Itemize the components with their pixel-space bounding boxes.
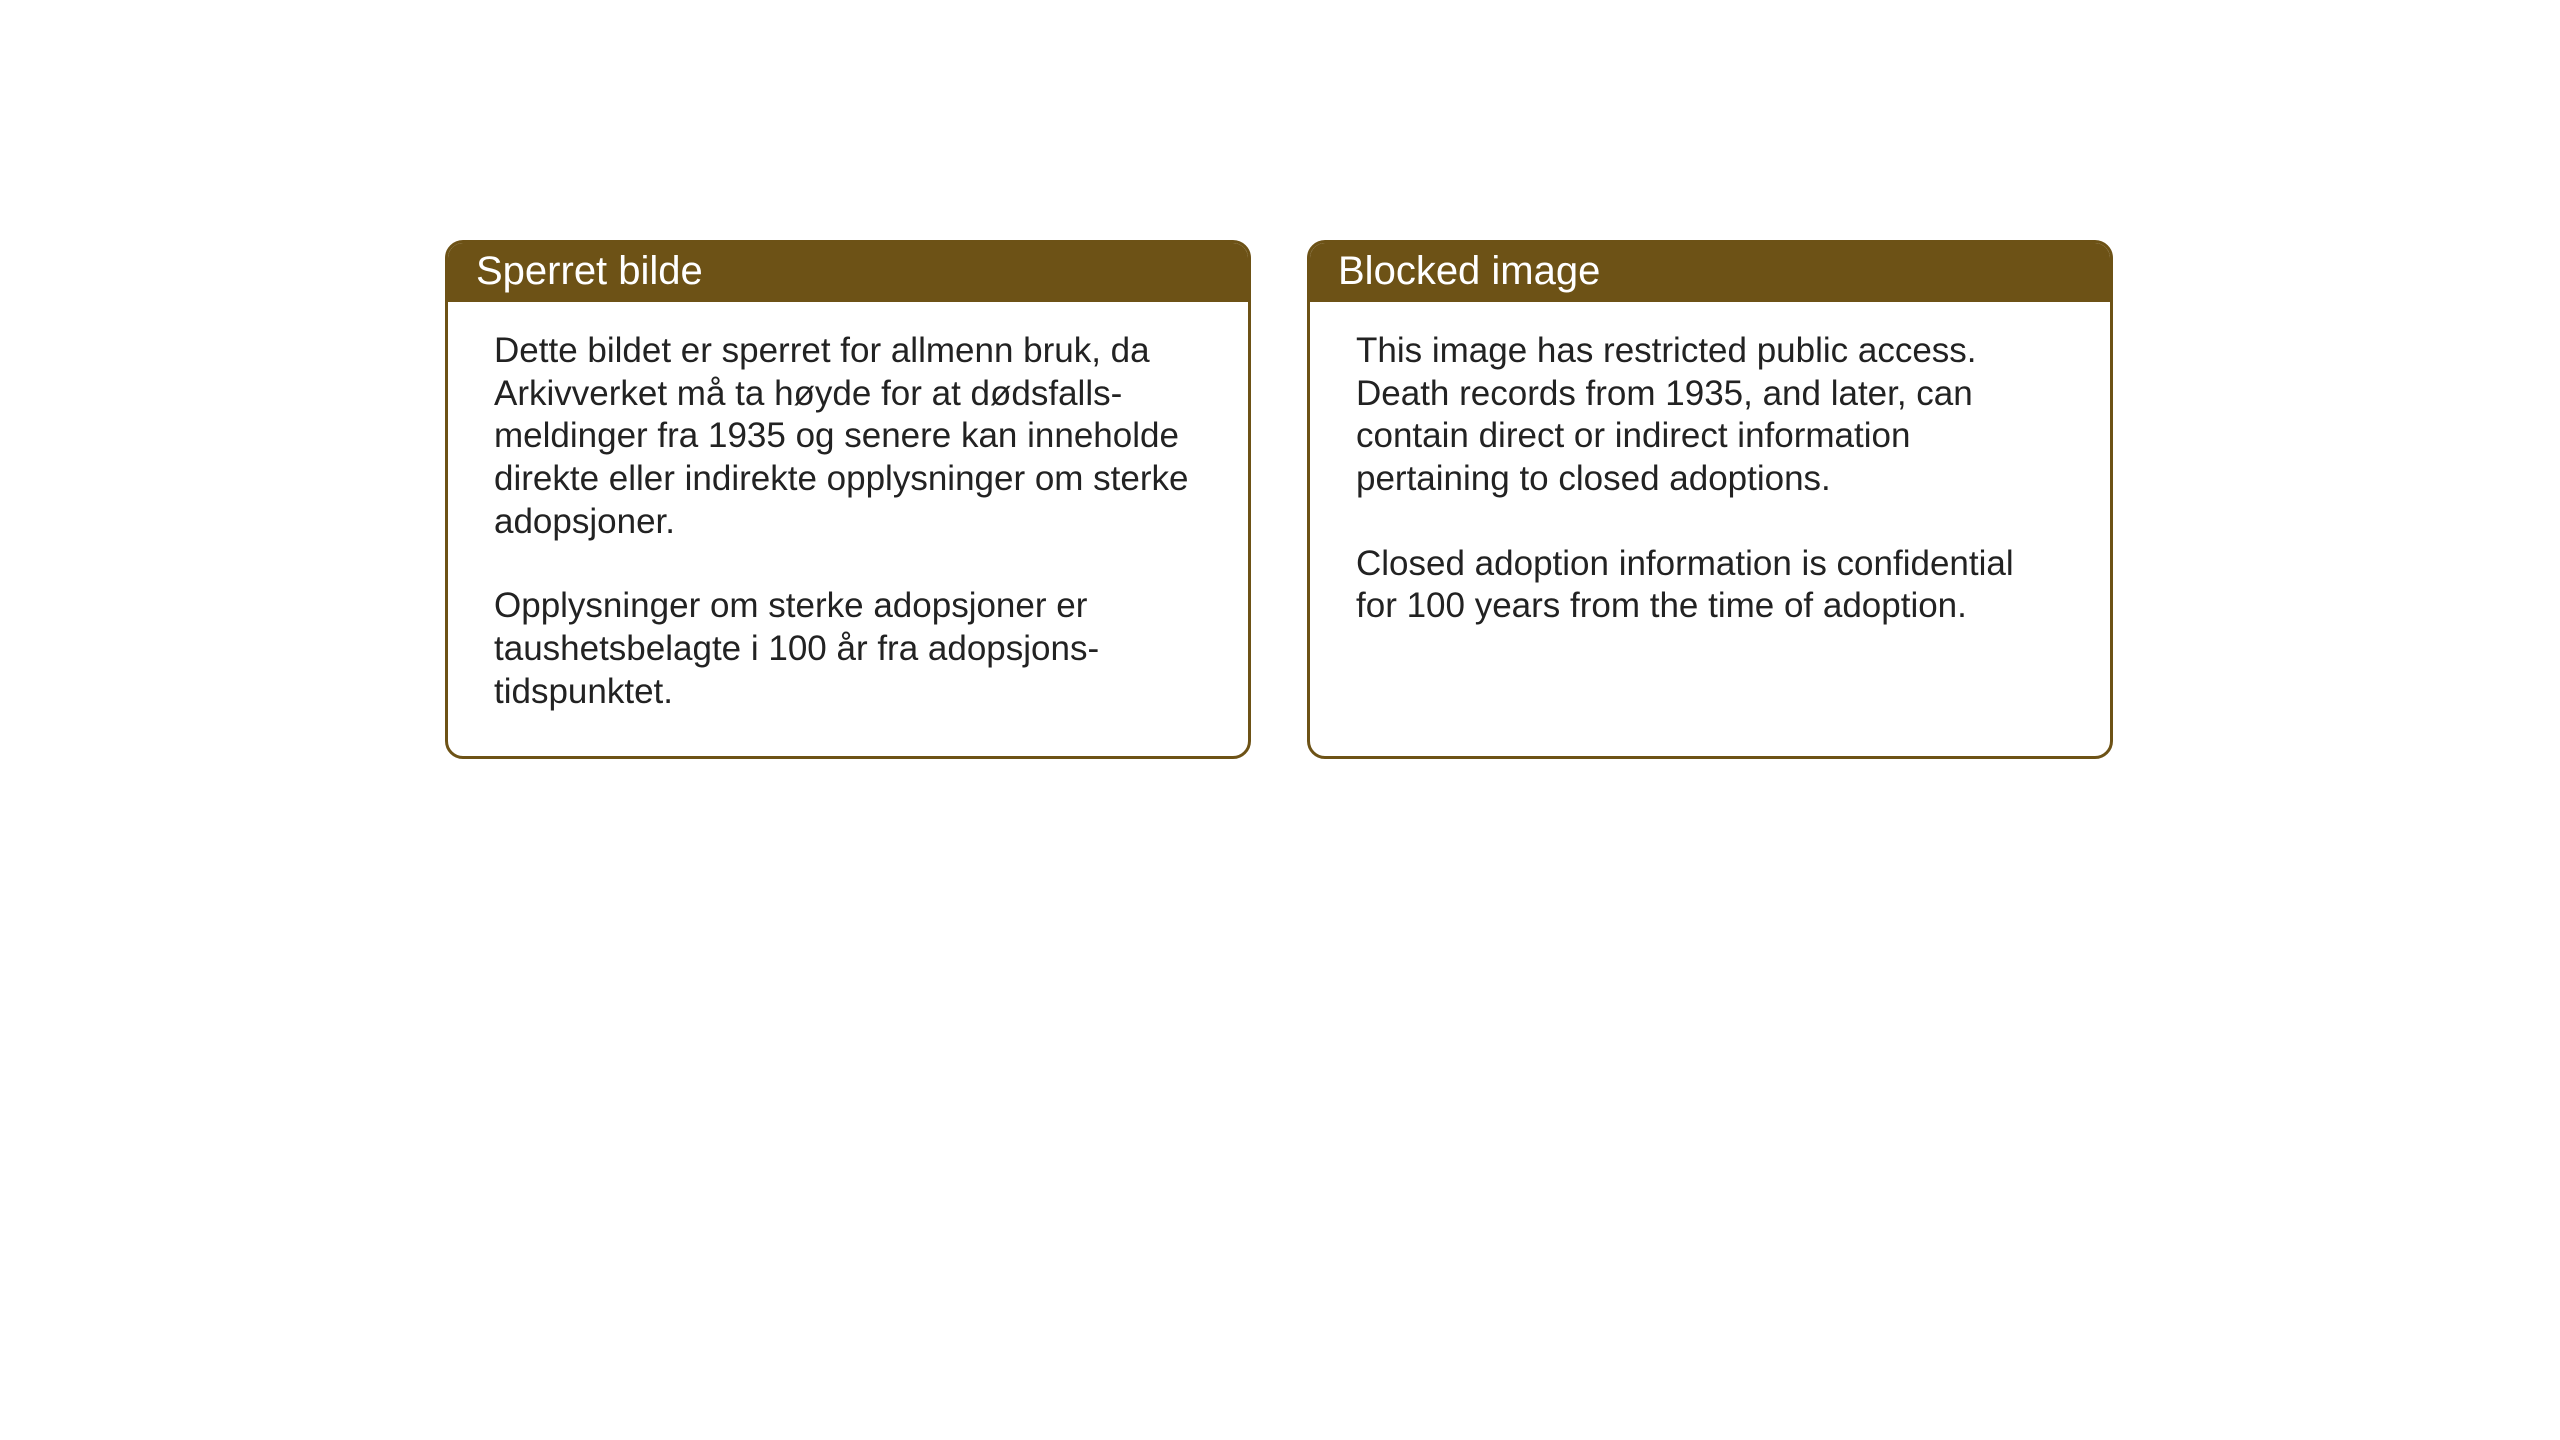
card-title-english: Blocked image: [1338, 249, 2082, 294]
paragraph-norwegian-1: Dette bildet er sperret for allmenn bruk…: [494, 330, 1202, 543]
notice-container: Sperret bilde Dette bildet er sperret fo…: [0, 0, 2560, 759]
card-header-english: Blocked image: [1310, 243, 2110, 302]
card-body-english: This image has restricted public access.…: [1310, 302, 2110, 670]
paragraph-english-2: Closed adoption information is confident…: [1356, 543, 2064, 628]
paragraph-english-1: This image has restricted public access.…: [1356, 330, 2064, 501]
notice-card-norwegian: Sperret bilde Dette bildet er sperret fo…: [445, 240, 1251, 759]
card-title-norwegian: Sperret bilde: [476, 249, 1220, 294]
paragraph-norwegian-2: Opplysninger om sterke adopsjoner er tau…: [494, 585, 1202, 713]
notice-card-english: Blocked image This image has restricted …: [1307, 240, 2113, 759]
card-header-norwegian: Sperret bilde: [448, 243, 1248, 302]
card-body-norwegian: Dette bildet er sperret for allmenn bruk…: [448, 302, 1248, 756]
